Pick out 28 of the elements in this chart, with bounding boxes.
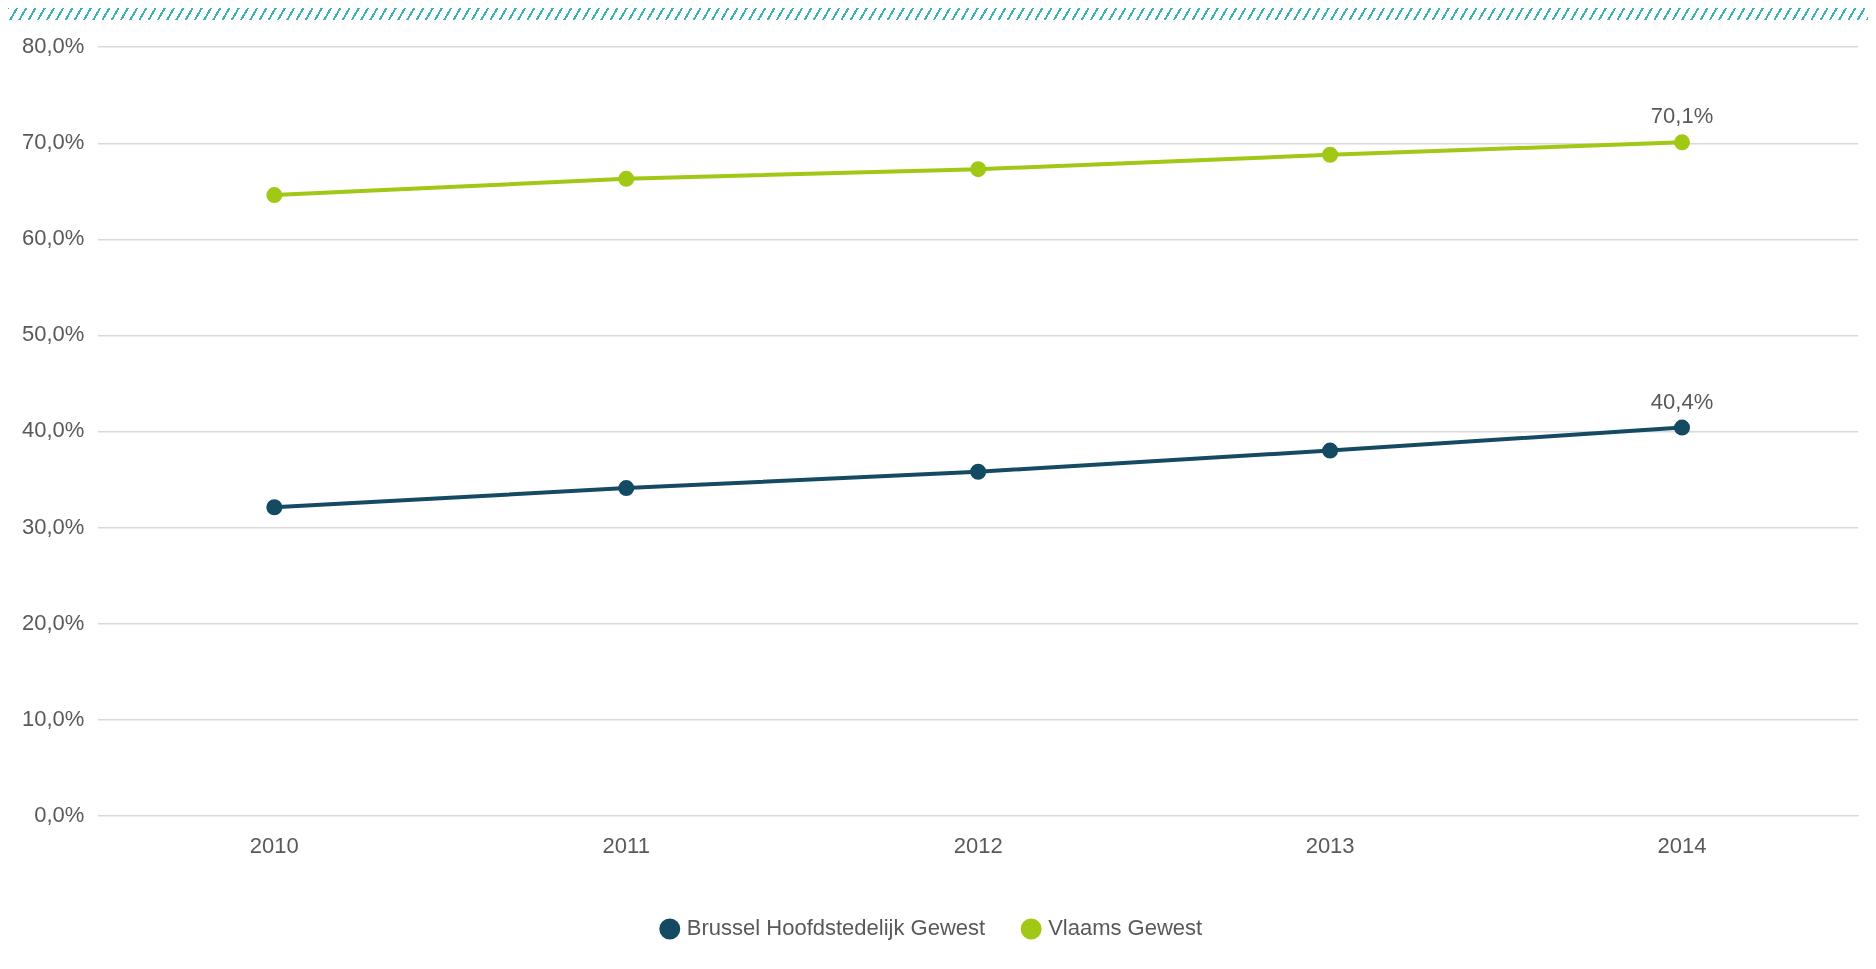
data-label: 70,1% bbox=[1650, 103, 1714, 129]
y-tick-label: 70,0% bbox=[21, 129, 85, 155]
point bbox=[970, 161, 987, 178]
x-tick-label: 2012 bbox=[953, 832, 1003, 858]
y-tick-label: 20,0% bbox=[21, 609, 85, 635]
x-tick-label: 2011 bbox=[602, 832, 650, 858]
legend-label: Brussel Hoofdstedelijk Gewest bbox=[686, 915, 986, 941]
point bbox=[618, 170, 635, 187]
y-tick-label: 80,0% bbox=[21, 33, 85, 59]
y-tick-label: 30,0% bbox=[21, 513, 85, 539]
x-tick-label: 2010 bbox=[249, 832, 299, 858]
y-tick-label: 50,0% bbox=[21, 321, 85, 347]
legend-label: Vlaams Gewest bbox=[1048, 915, 1203, 941]
point bbox=[266, 499, 283, 516]
point bbox=[266, 187, 283, 204]
point bbox=[1322, 442, 1339, 459]
point bbox=[1322, 146, 1339, 163]
x-tick-label: 2014 bbox=[1657, 832, 1707, 858]
point bbox=[1674, 134, 1691, 151]
point bbox=[1674, 419, 1691, 436]
y-tick-label: 40,0% bbox=[21, 417, 85, 443]
x-tick-label: 2013 bbox=[1305, 832, 1355, 858]
y-tick-label: 60,0% bbox=[21, 225, 85, 251]
point bbox=[970, 463, 987, 480]
y-tick-label: 10,0% bbox=[21, 705, 85, 731]
data-label: 40,4% bbox=[1650, 388, 1714, 414]
point bbox=[618, 480, 635, 497]
y-tick-label: 0,0% bbox=[34, 801, 85, 827]
